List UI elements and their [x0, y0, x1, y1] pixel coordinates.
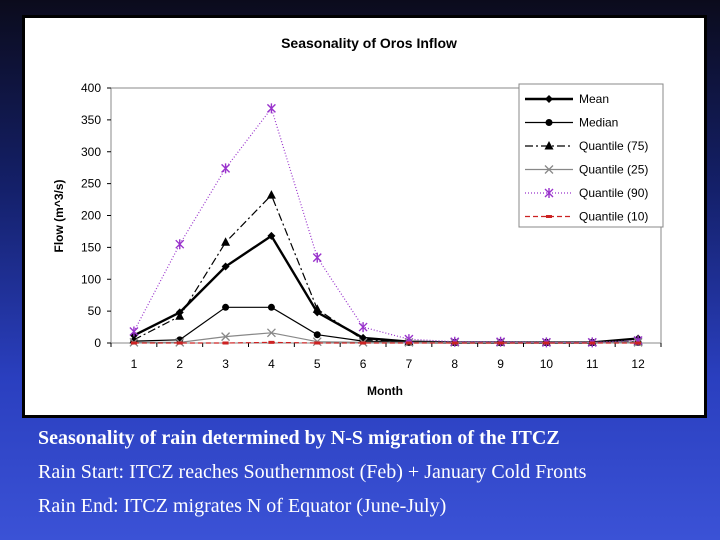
data-point-quantile-10 [314, 341, 321, 345]
x-axis-ticks: 1 2 3 4 5 6 7 8 9 10 11 12 [110, 343, 662, 371]
legend-box [518, 83, 664, 228]
data-point-median [313, 331, 321, 339]
data-point-quantile-75 [266, 190, 276, 199]
data-point-quantile-75 [129, 334, 139, 344]
y-tick-label: 400 [81, 81, 101, 95]
legend-marker-mean [545, 95, 553, 103]
legend-label-quantile-90: Quantile (90) [579, 186, 648, 200]
caption-line-1: Seasonality of rain determined by N-S mi… [38, 427, 560, 449]
x-tick-label: 9 [497, 357, 504, 371]
y-tick-label: 300 [81, 145, 101, 159]
data-point-quantile-75 [175, 311, 185, 320]
data-point-quantile-25 [221, 332, 231, 342]
y-tick-label: 50 [88, 304, 102, 318]
legend-marker-quantile-75 [544, 141, 554, 150]
chart-title: Seasonality of Oros Inflow [281, 35, 457, 51]
y-tick-label: 350 [81, 113, 101, 127]
data-point-quantile-10 [635, 341, 642, 345]
oros-inflow-chart: Seasonality of Oros Inflow 0 50 100 150 200 2… [52, 35, 664, 398]
data-point-quantile-10 [497, 341, 504, 345]
legend-marker-quantile-25 [544, 165, 554, 174]
x-tick-label: 1 [131, 357, 138, 371]
data-point-quantile-25 [266, 328, 276, 338]
x-tick-label: 4 [268, 357, 275, 371]
data-point-quantile-10 [589, 341, 596, 345]
x-tick-label: 12 [631, 357, 645, 371]
data-point-median [222, 303, 230, 311]
y-tick-label: 150 [81, 240, 101, 254]
caption-line-2: Rain Start: ITCZ reaches Southernmost (F… [38, 461, 587, 483]
y-axis-label: Flow (m^3/s) [52, 179, 66, 252]
caption-line-3: Rain End: ITCZ migrates N of Equator (Ju… [38, 495, 447, 517]
series-line-quantile-90 [133, 107, 639, 343]
data-point-quantile-10 [405, 341, 412, 345]
series-quantile-10 [130, 340, 642, 345]
legend-marker-quantile-10 [546, 215, 552, 218]
series-group [129, 103, 643, 348]
y-tick-label: 200 [81, 209, 101, 223]
series-line-quantile-75 [133, 194, 639, 343]
data-point-median [267, 303, 275, 311]
legend-label-quantile-10: Quantile (10) [579, 210, 648, 224]
x-tick-label: 5 [314, 357, 321, 371]
data-point-quantile-90 [175, 239, 185, 250]
y-axis-ticks: 0 50 100 150 200 250 300 350 400 [81, 81, 111, 350]
data-point-quantile-75 [358, 334, 368, 344]
x-tick-label: 11 [586, 357, 599, 371]
data-point-quantile-90 [358, 322, 368, 333]
chart-frame: Seasonality of Oros Inflow 0 50 100 150 200 2… [22, 15, 707, 418]
data-point-quantile-10 [543, 341, 550, 345]
x-tick-label: 3 [222, 357, 229, 371]
y-tick-label: 0 [94, 336, 101, 350]
legend-marker-quantile-90 [544, 188, 554, 198]
legend-label-quantile-75: Quantile (75) [579, 139, 648, 153]
x-tick-label: 2 [176, 357, 183, 371]
data-point-quantile-75 [312, 304, 322, 313]
data-point-mean [221, 262, 230, 271]
legend: Mean Median Quantile (75) Quantile (25) Quan… [518, 83, 664, 228]
x-axis-label: Month [367, 384, 403, 398]
series-line-quantile-10 [133, 341, 639, 344]
legend-marker-median [545, 119, 553, 126]
x-tick-label: 7 [406, 357, 413, 371]
data-point-quantile-90 [312, 252, 322, 263]
legend-label-median: Median [579, 116, 618, 130]
legend-label-mean: Mean [579, 92, 609, 106]
data-point-quantile-10 [268, 340, 275, 344]
y-tick-label: 100 [81, 272, 101, 286]
y-tick-label: 250 [81, 177, 101, 191]
x-tick-label: 6 [360, 357, 367, 371]
x-tick-label: 8 [451, 357, 458, 371]
data-point-quantile-75 [221, 237, 231, 246]
data-point-mean [267, 231, 276, 240]
data-point-quantile-90 [266, 103, 276, 114]
data-point-quantile-10 [360, 341, 367, 345]
legend-label-quantile-25: Quantile (25) [579, 163, 648, 177]
data-point-quantile-10 [130, 341, 137, 345]
data-point-quantile-10 [222, 341, 229, 345]
data-point-quantile-10 [176, 341, 183, 345]
data-point-quantile-90 [221, 163, 231, 174]
x-tick-label: 10 [540, 357, 554, 371]
data-point-quantile-10 [451, 341, 458, 345]
data-point-quantile-90 [129, 326, 139, 337]
